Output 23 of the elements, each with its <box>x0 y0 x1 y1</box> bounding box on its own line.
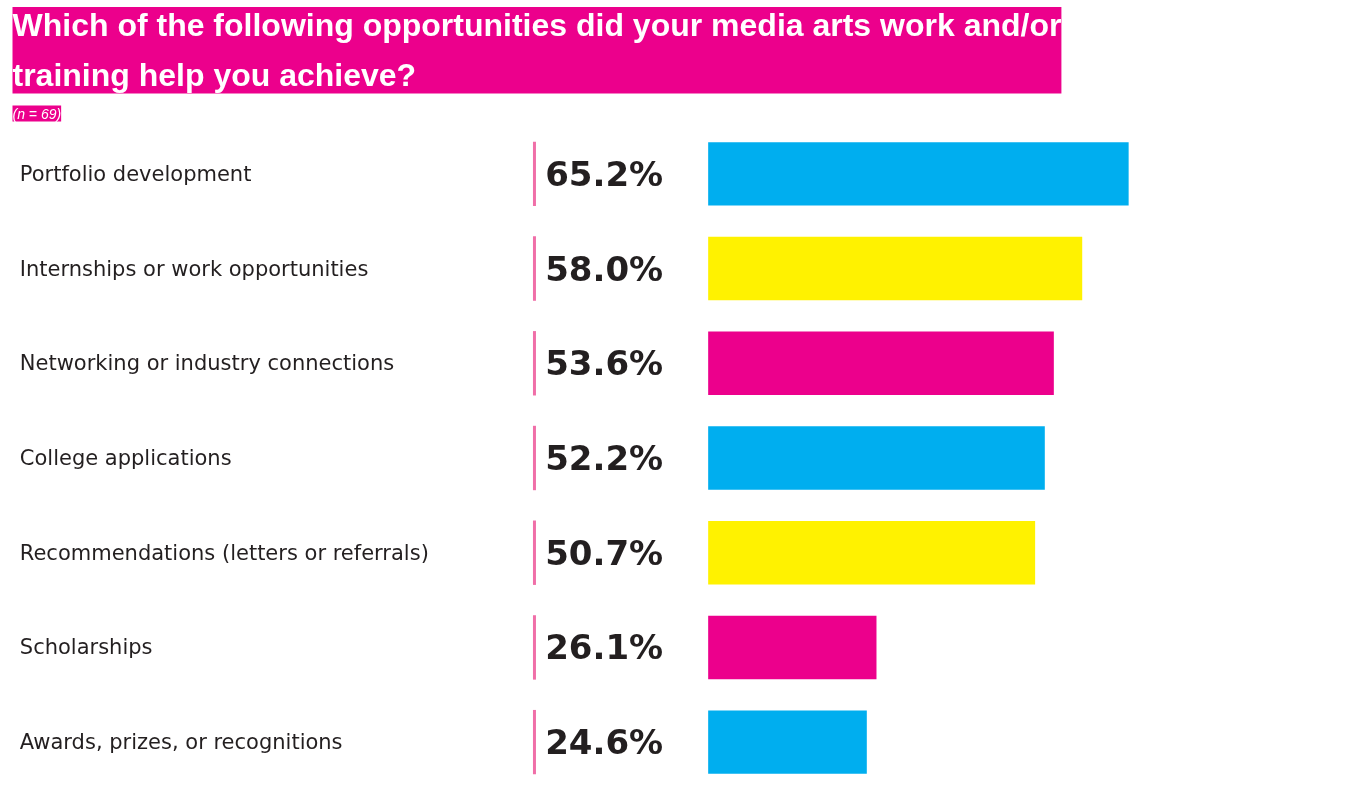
bar <box>708 142 1129 206</box>
bar <box>708 710 867 774</box>
y-tick-label: College applications <box>19 446 232 470</box>
data-label: 26.1% <box>545 627 664 668</box>
y-tick-label: Networking or industry connections <box>19 351 395 376</box>
data-label: 52.2% <box>545 438 664 478</box>
data-label: 50.7% <box>545 532 664 573</box>
y-tick-label: Awards, prizes, or recognitions <box>19 730 343 755</box>
bar <box>708 615 877 680</box>
data-label: 53.6% <box>545 343 664 384</box>
y-tick-label: Internships or work opportunities <box>19 256 369 281</box>
bar <box>708 236 1083 301</box>
bar <box>708 331 1054 396</box>
y-tick-label: Portfolio development <box>19 161 252 186</box>
y-tick-label: Scholarships <box>19 635 153 660</box>
data-label: 65.2% <box>545 153 664 194</box>
data-label: 58.0% <box>545 248 664 289</box>
text: (n = 69) <box>12 105 62 122</box>
y-tick-label: Recommendations (letters or referrals) <box>19 540 429 565</box>
bar <box>708 426 1045 490</box>
data-label: 24.6% <box>545 722 664 763</box>
bar <box>708 520 1036 585</box>
chart-title: Which of the following opportunities did your media arts work and/or training help you achieve? <box>12 7 1062 94</box>
